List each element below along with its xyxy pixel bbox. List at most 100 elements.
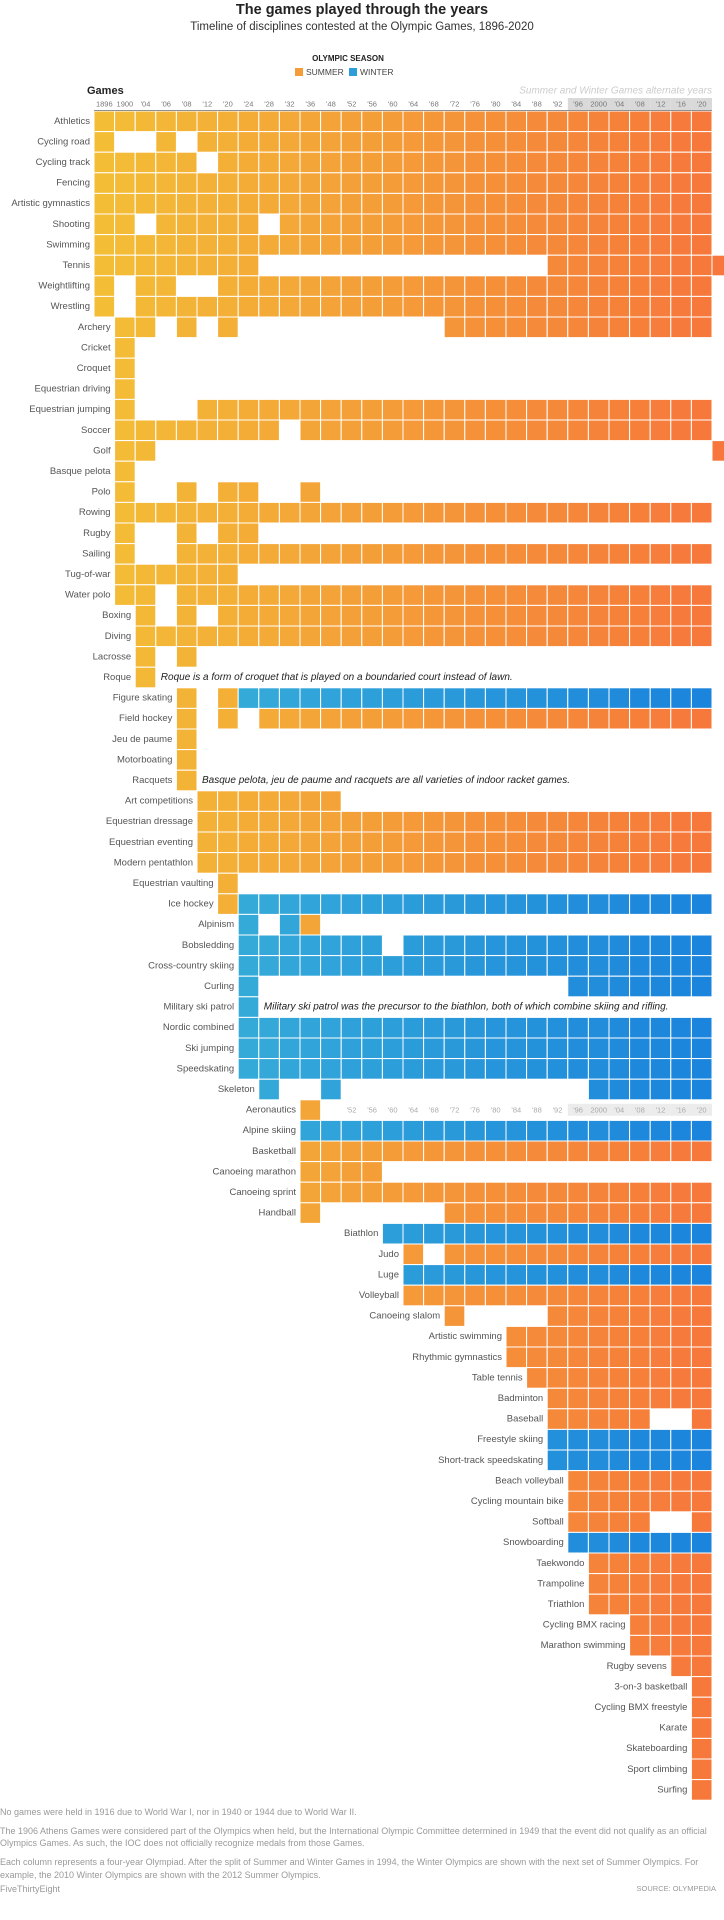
row-label: Boxing: [102, 610, 131, 621]
cell: [629, 1614, 651, 1636]
cell: [402, 213, 425, 236]
cell: [258, 810, 280, 833]
cell: [670, 1181, 692, 1204]
footnote: The 1906 Athens Games were considered pa…: [0, 1826, 707, 1849]
cell: [217, 151, 239, 174]
column-label: '72: [450, 99, 460, 108]
cell: [464, 687, 486, 709]
cell: [690, 1016, 713, 1039]
cell: [278, 831, 301, 854]
column-label: '04: [614, 99, 624, 108]
cell: [526, 831, 548, 854]
cell: [587, 604, 610, 627]
cell: [567, 584, 589, 606]
cell: [299, 1161, 322, 1183]
cell: [278, 687, 301, 709]
cell: [402, 625, 425, 648]
cell: [690, 975, 713, 998]
cell: [464, 419, 486, 442]
cell: [237, 234, 260, 256]
cell: [567, 1387, 589, 1410]
row-label: Sailing: [82, 548, 111, 559]
cell: [484, 234, 507, 256]
cell: [608, 234, 631, 256]
cell: [217, 295, 239, 318]
cell: [567, 1181, 589, 1204]
cell: [361, 131, 383, 153]
cell: [278, 707, 301, 730]
cell: [608, 852, 631, 874]
cell: [443, 1140, 466, 1163]
cell: [464, 1243, 486, 1266]
row-label: Cycling track: [36, 157, 91, 168]
cell: [546, 1202, 569, 1224]
row-label: Bobsledding: [182, 940, 234, 951]
cell: [690, 1037, 713, 1060]
cell: [361, 1037, 383, 1060]
cell: [567, 234, 589, 256]
cell: [175, 110, 198, 133]
cell: [608, 687, 631, 709]
cell: [670, 1284, 692, 1307]
cell: [649, 1119, 672, 1142]
cell: [114, 254, 136, 277]
cell: [402, 1037, 425, 1060]
cell: [690, 131, 713, 153]
cell: [217, 810, 239, 833]
cell: [114, 192, 136, 215]
row-label: Diving: [105, 631, 131, 642]
cell: [608, 213, 631, 236]
cell: [258, 852, 280, 874]
cell: [587, 192, 610, 215]
cell: [649, 625, 672, 648]
cell: [237, 1037, 260, 1060]
cell: [608, 1058, 631, 1080]
cell: [484, 543, 507, 565]
row-label: Artistic gymnastics: [11, 198, 90, 209]
cell: [670, 213, 692, 236]
cell: [567, 316, 589, 339]
cell: [690, 1531, 713, 1554]
cell: [526, 398, 548, 421]
cell: [320, 1181, 342, 1204]
cell: [258, 295, 280, 318]
cell: [320, 398, 342, 421]
column-label: 2000: [590, 99, 607, 108]
legend-title: OLYMPIC SEASON: [312, 54, 384, 63]
cell: [340, 131, 363, 153]
row-label: Equestrian dressage: [106, 816, 193, 827]
cell: [608, 1531, 631, 1554]
cell: [402, 831, 425, 854]
cell: [423, 893, 445, 915]
cell: [237, 419, 260, 442]
alternate-note: Summer and Winter Games alternate years: [519, 86, 712, 97]
cell: [464, 1181, 486, 1204]
cell: [629, 1449, 651, 1472]
cell: [134, 275, 157, 297]
cell: [237, 501, 260, 524]
cell: [237, 934, 260, 957]
column-label: '12: [656, 99, 666, 108]
cell: [464, 852, 486, 874]
cell: [546, 131, 569, 153]
cell: [670, 1243, 692, 1266]
cell: [587, 1058, 610, 1080]
cell: [258, 687, 280, 709]
cell: [690, 1676, 713, 1698]
cell: [361, 234, 383, 256]
cell: [217, 398, 239, 421]
cell: [608, 1202, 631, 1224]
row-label: Cycling mountain bike: [471, 1496, 564, 1507]
cell: [649, 172, 672, 194]
cell: [114, 172, 136, 194]
cell: [587, 1531, 610, 1554]
cell: [237, 254, 260, 277]
cell: [361, 604, 383, 627]
cell: [526, 419, 548, 442]
cell: [217, 543, 239, 565]
cell: [608, 295, 631, 318]
cell: [670, 934, 692, 957]
cell: [567, 1037, 589, 1060]
cell: [464, 398, 486, 421]
cell: [340, 234, 363, 256]
